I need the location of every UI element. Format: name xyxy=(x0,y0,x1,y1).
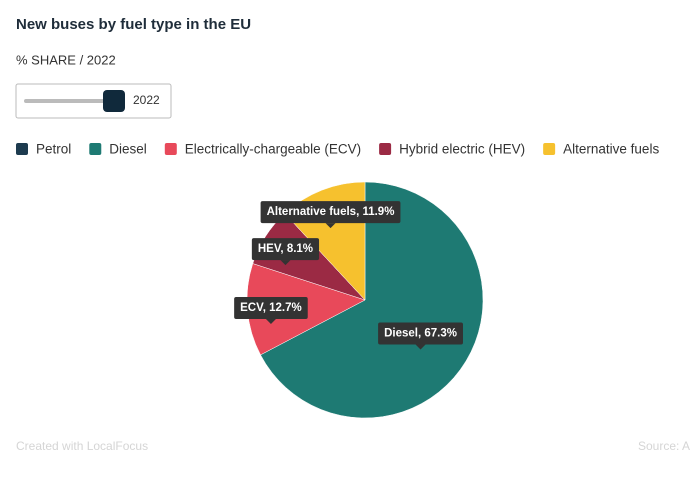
legend-label: Diesel xyxy=(109,142,147,157)
label-box xyxy=(378,322,463,345)
label-pointer xyxy=(280,260,291,266)
label-box xyxy=(234,296,308,319)
label-text: ECV, 12.7% xyxy=(240,302,302,314)
slider-handle[interactable] xyxy=(103,90,125,112)
label-text: Diesel, 67.3% xyxy=(384,328,457,340)
legend-swatch xyxy=(379,143,392,155)
data-label: ECV, 12.7% xyxy=(234,296,308,324)
chart-subtitle: % SHARE / 2022 xyxy=(16,52,116,67)
label-text: Alternative fuels, 11.9% xyxy=(267,206,395,218)
data-label: Diesel, 67.3% xyxy=(378,322,463,350)
label-pointer xyxy=(415,344,426,350)
label-box xyxy=(251,238,320,261)
data-label: Alternative fuels, 11.9% xyxy=(260,201,401,229)
legend-swatch xyxy=(543,143,556,155)
legend-swatch xyxy=(16,143,28,155)
label-pointer xyxy=(325,223,336,229)
chart-title: New buses by fuel type in the EU xyxy=(16,16,251,33)
legend-swatch xyxy=(89,143,102,155)
slider-label: 2022 xyxy=(133,93,160,107)
legend-label: Alternative fuels xyxy=(563,142,659,157)
legend-label: Hybrid electric (HEV) xyxy=(399,142,525,157)
data-label: HEV, 8.1% xyxy=(251,238,320,266)
label-text: HEV, 8.1% xyxy=(258,243,313,255)
legend-label: Electrically-chargeable (ECV) xyxy=(185,142,361,157)
legend: Petrol Diesel Electrically-chargeable (ECV… xyxy=(16,142,659,157)
label-box xyxy=(260,201,401,224)
source: Source: A xyxy=(638,439,690,453)
legend-swatch xyxy=(164,143,177,155)
data-labels: Diesel, 67.3% ECV, 12.7% HEV, 8.1% Alternat… xyxy=(234,201,463,350)
year-slider[interactable]: 2022 xyxy=(15,83,172,119)
legend-label: Petrol xyxy=(36,142,71,157)
footer: Created with LocalFocus xyxy=(16,439,148,453)
pie-slice xyxy=(260,181,484,419)
label-pointer xyxy=(265,318,276,324)
